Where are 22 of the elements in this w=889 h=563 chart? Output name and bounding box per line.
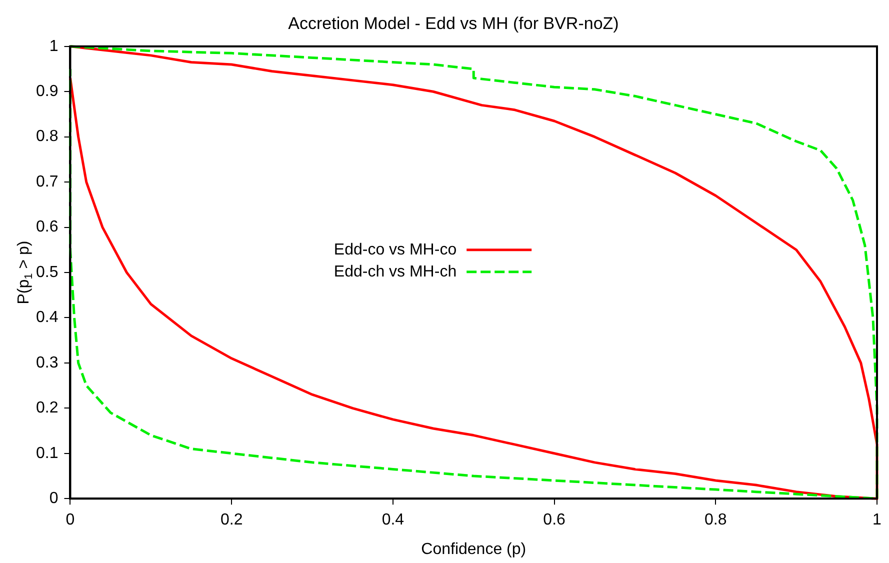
y-tick-label: 0.3 xyxy=(36,354,58,372)
x-tick-label: 0.6 xyxy=(543,512,566,529)
y-axis-title: P(p1 > p) xyxy=(15,240,36,304)
y-tick-label: 0 xyxy=(49,490,58,508)
legend-label: Edd-ch vs MH-ch xyxy=(334,263,457,280)
y-tick-label: 0.5 xyxy=(36,264,58,281)
y-tick-label: 0.1 xyxy=(36,444,58,462)
y-tick-label: 0.7 xyxy=(36,173,58,190)
x-tick-label: 0.2 xyxy=(220,512,243,529)
x-tick-label: 0 xyxy=(66,512,75,529)
chart-title: Accretion Model - Edd vs MH (for BVR-noZ) xyxy=(288,14,619,33)
y-tick-label: 0.6 xyxy=(36,218,58,236)
y-tick-label: 0.2 xyxy=(36,400,58,417)
legend-label: Edd-co vs MH-co xyxy=(334,241,457,258)
y-tick-label: 0.8 xyxy=(36,128,58,146)
x-tick-label: 1 xyxy=(872,512,882,529)
y-tick-label: 0.9 xyxy=(36,83,58,100)
y-tick-label: 0.4 xyxy=(36,309,58,326)
y-tick-label: 1 xyxy=(49,38,58,55)
x-tick-label: 0.4 xyxy=(382,512,404,529)
x-tick-label: 0.8 xyxy=(704,512,727,529)
x-axis-title: Confidence (p) xyxy=(421,540,526,558)
